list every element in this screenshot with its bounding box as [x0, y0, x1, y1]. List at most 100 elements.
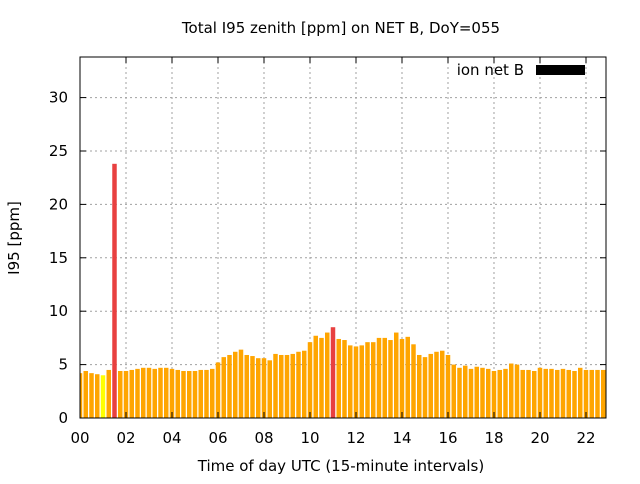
bar: [210, 368, 215, 418]
bar: [204, 369, 209, 418]
bar: [376, 337, 382, 418]
x-tick-label: 00: [70, 429, 89, 447]
x-tick-label: 20: [530, 429, 549, 447]
bar: [95, 374, 100, 418]
bar: [399, 338, 405, 418]
bar: [508, 363, 514, 418]
y-tick-label: 10: [49, 302, 68, 320]
bar: [543, 368, 548, 418]
bar: [273, 353, 278, 418]
bar: [531, 371, 537, 418]
plot-frame: [79, 56, 607, 419]
bar: [566, 369, 571, 418]
x-tick-label: 18: [484, 429, 503, 447]
bar: [445, 354, 451, 418]
bar: [451, 364, 456, 418]
bar: [595, 369, 600, 418]
bar: [577, 367, 583, 418]
bar: [181, 371, 186, 418]
bar: [152, 368, 157, 418]
bar: [233, 351, 238, 418]
bar: [394, 332, 399, 418]
bar: [187, 371, 192, 418]
bar: [514, 364, 520, 418]
bar: [491, 371, 497, 418]
bar: [284, 354, 290, 418]
bar: [215, 362, 221, 418]
x-tick-label: 06: [208, 429, 227, 447]
bar: [158, 367, 163, 418]
y-tick-label: 30: [49, 89, 68, 107]
bar: [560, 368, 566, 418]
bar: [336, 338, 341, 418]
bar: [422, 357, 428, 418]
bar: [261, 358, 267, 418]
bar: [146, 367, 152, 418]
y-tick-label: 25: [49, 142, 68, 160]
x-tick-label: 10: [300, 429, 319, 447]
grid-lines: [80, 57, 606, 418]
x-tick-label: 12: [346, 429, 365, 447]
bar: [129, 369, 134, 418]
bar: [342, 340, 347, 418]
x-tick-label: 16: [438, 429, 457, 447]
bar: [198, 369, 203, 418]
bar: [313, 335, 318, 418]
bar: [554, 369, 560, 418]
y-tick-label: 0: [58, 409, 68, 427]
bar: [267, 360, 272, 418]
bar: [227, 354, 232, 418]
bar: [83, 371, 88, 418]
bar: [164, 367, 169, 418]
x-tick-label: 04: [162, 429, 181, 447]
bar: [440, 350, 445, 418]
legend: ion net B: [457, 61, 585, 79]
bar: [371, 342, 376, 418]
bar: [520, 369, 525, 418]
bar: [474, 366, 479, 418]
bar: [221, 357, 226, 418]
bar: [572, 371, 577, 418]
bar: [365, 342, 370, 418]
bar: [238, 349, 244, 418]
bar: [250, 356, 255, 418]
bar: [382, 337, 387, 418]
y-axis-label: I95 [ppm]: [5, 201, 23, 275]
bars: [80, 163, 606, 418]
bar: [100, 375, 106, 418]
y-axis-ticks: 0 5 10 15 20 25 30: [49, 89, 606, 427]
bar: [112, 163, 117, 418]
bar: [290, 353, 295, 418]
y-tick-label: 15: [49, 249, 68, 267]
bar: [457, 367, 462, 418]
bar: [175, 369, 180, 418]
bar: [497, 369, 502, 418]
bar: [503, 368, 508, 418]
bar: [434, 351, 439, 418]
bar: [485, 368, 491, 418]
bar: [89, 373, 94, 418]
bar: [549, 368, 554, 418]
bar: [279, 354, 284, 418]
bar: [307, 342, 313, 418]
bar: [405, 336, 410, 418]
bar: [583, 369, 589, 418]
bar: [135, 368, 140, 418]
bar: [589, 369, 594, 418]
bar: [192, 371, 198, 418]
bar: [388, 340, 393, 418]
bar: [526, 369, 531, 418]
bar: [296, 351, 301, 418]
bar: [80, 373, 83, 418]
x-axis-ticks: 00 02 04 06 08 10 12 14 16 18 20 22: [70, 57, 596, 447]
legend-swatch: [536, 65, 585, 75]
chart-title: Total I95 zenith [ppm] on NET B, DoY=055: [181, 19, 500, 37]
x-tick-label: 22: [576, 429, 595, 447]
y-tick-label: 20: [49, 195, 68, 213]
bar: [123, 371, 129, 418]
x-tick-label: 08: [254, 429, 273, 447]
bar: [463, 365, 468, 418]
bar: [348, 345, 353, 418]
legend-label: ion net B: [457, 61, 524, 79]
